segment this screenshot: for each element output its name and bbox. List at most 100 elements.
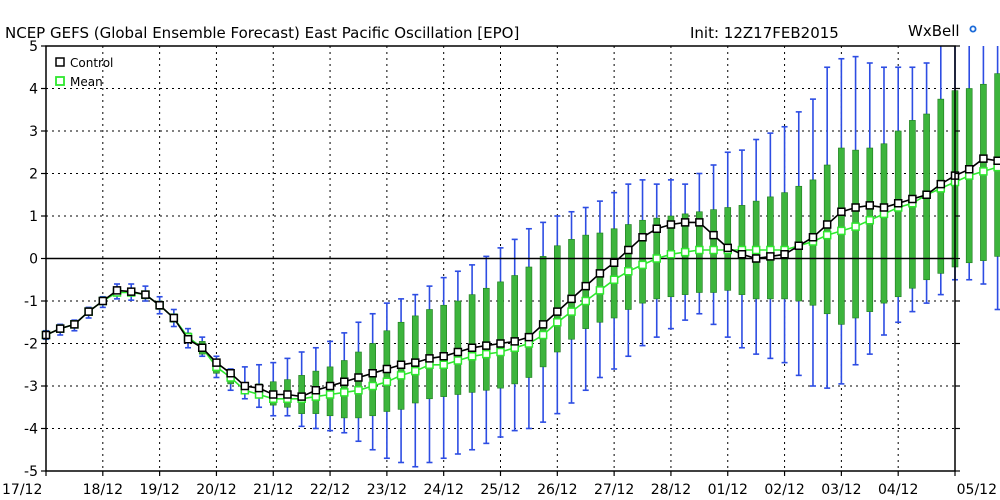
ensemble-box xyxy=(440,304,447,397)
legend-control-label: Control xyxy=(70,56,113,70)
control-point xyxy=(680,218,690,227)
control-point xyxy=(354,373,363,382)
control-point xyxy=(751,254,761,263)
control-point xyxy=(837,207,846,216)
series xyxy=(41,154,1000,403)
mean-point xyxy=(624,267,633,276)
x-tick-label: 01/12 xyxy=(708,482,748,498)
y-tick-label: -5 xyxy=(24,464,38,480)
control-point xyxy=(254,383,264,393)
control-point xyxy=(624,245,633,255)
y-tick-label: -4 xyxy=(24,422,38,438)
mean-point xyxy=(581,296,590,306)
mean-point xyxy=(439,360,448,369)
mean-point xyxy=(453,356,463,365)
y-tick-label: -3 xyxy=(24,379,38,395)
ensemble-box xyxy=(497,281,504,389)
mean-point xyxy=(595,286,605,295)
x-tick-label: 28/12 xyxy=(651,482,691,498)
init-label: Init: 12Z17FEB2015 xyxy=(690,24,839,42)
legend-mean-marker xyxy=(55,76,65,86)
mean-point xyxy=(851,222,860,231)
mean-point xyxy=(396,371,406,380)
mean-point xyxy=(822,230,832,240)
mean-point xyxy=(368,381,377,391)
control-point xyxy=(609,258,619,267)
control-point xyxy=(112,286,122,295)
control-point xyxy=(297,392,306,401)
control-point xyxy=(709,230,718,240)
control-point xyxy=(908,194,917,204)
y-tick-label: 1 xyxy=(29,209,38,225)
ensemble-box xyxy=(539,256,547,368)
control-point xyxy=(126,287,136,296)
control-point xyxy=(964,165,974,174)
x-tick-label: 25/12 xyxy=(480,482,520,498)
control-point xyxy=(453,347,463,357)
control-point xyxy=(893,199,903,208)
mean-point xyxy=(609,275,619,284)
control-point xyxy=(922,190,931,199)
control-point xyxy=(979,154,988,163)
control-point xyxy=(553,307,562,316)
control-point xyxy=(808,233,818,242)
x-tick-label: 24/12 xyxy=(424,482,464,498)
mean-point xyxy=(482,349,491,359)
mean-point xyxy=(751,245,761,255)
mean-point xyxy=(666,250,676,259)
chart-title: NCEP GEFS (Global Ensemble Forecast) Eas… xyxy=(5,24,519,42)
ensemble-box xyxy=(554,245,561,353)
control-point xyxy=(695,218,704,227)
x-tick-label: 20/12 xyxy=(196,482,236,498)
mean-point xyxy=(340,388,349,397)
x-tick-label: 17/12 xyxy=(2,482,42,498)
y-tick-label: 3 xyxy=(29,124,38,140)
x-tick-label: 21/12 xyxy=(253,482,293,498)
ensemble-box xyxy=(866,147,874,312)
control-point xyxy=(567,294,576,304)
mean-point xyxy=(680,247,690,257)
control-point xyxy=(311,386,321,395)
mean-point xyxy=(538,330,548,340)
control-point xyxy=(439,352,448,361)
mean-point xyxy=(382,377,392,386)
x-tick-label: 04/12 xyxy=(878,482,918,498)
mean-point xyxy=(467,352,477,361)
mean-point xyxy=(695,245,704,255)
ensemble-box xyxy=(838,147,845,325)
legend: Control Mean xyxy=(55,56,113,89)
control-point xyxy=(467,343,477,352)
mean-point xyxy=(496,347,505,357)
mean-point xyxy=(325,390,335,399)
ensemble-box xyxy=(852,149,859,319)
ensemble-box xyxy=(525,266,533,378)
mean-point xyxy=(411,366,420,376)
mean-point xyxy=(553,318,562,327)
brand-dot-icon xyxy=(969,25,977,33)
control-point xyxy=(865,201,875,210)
control-point xyxy=(766,252,775,261)
control-point xyxy=(368,369,377,378)
control-point xyxy=(141,290,150,299)
control-point xyxy=(482,341,491,350)
ensemble-box xyxy=(369,343,376,417)
ensemble-box xyxy=(482,287,490,391)
control-point xyxy=(183,335,193,344)
control-point xyxy=(169,313,179,323)
control-point xyxy=(84,307,93,316)
x-tick-label: 26/12 xyxy=(537,482,577,498)
control-point xyxy=(780,250,789,259)
x-tick-label: 27/12 xyxy=(594,482,634,498)
control-point xyxy=(240,381,250,391)
mean-point xyxy=(638,260,647,270)
x-tick-label: 05/12 xyxy=(957,482,997,498)
control-point xyxy=(993,156,1000,165)
x-tick-label: 03/12 xyxy=(821,482,861,498)
control-point xyxy=(212,358,221,367)
mean-point xyxy=(652,254,661,263)
control-point xyxy=(396,360,406,369)
control-point xyxy=(155,301,164,310)
ensemble-box xyxy=(610,228,618,319)
ensemble-box xyxy=(355,351,362,419)
